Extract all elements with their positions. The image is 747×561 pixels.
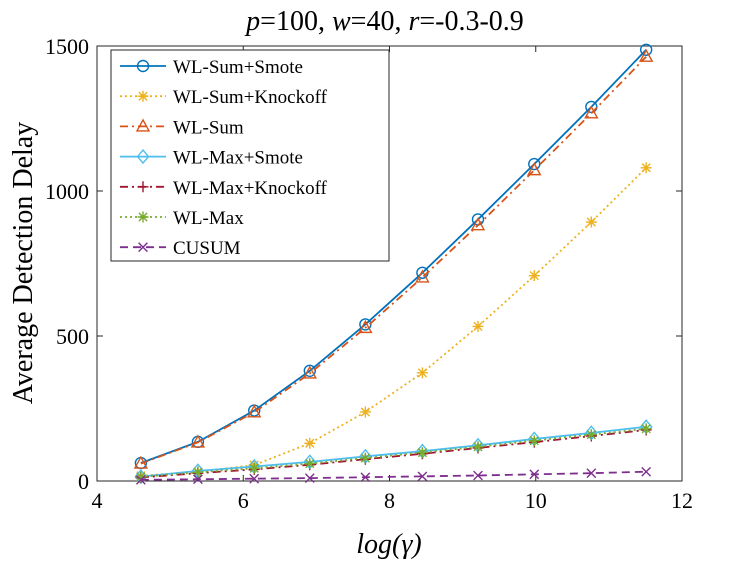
legend-label: WL-Max [173,208,244,229]
data-point-wl-max [192,466,204,478]
legend-marker [137,181,149,193]
series-wl-sum [133,48,654,469]
data-point-cusum [304,473,315,483]
title-value-r: =-0.3-0.9 [419,6,523,37]
x-tick-label: 6 [238,488,249,513]
data-point-wl-sum-knockoff [304,437,316,449]
title-var-p: p [244,6,260,37]
series-wl-max [135,423,652,483]
chart-title: p=100, w=40, r=-0.3-0.9 [244,6,524,37]
series-line-wl-max-knockoff [140,429,647,479]
x-tick-label: 10 [525,488,547,513]
legend-label: WL-Max+Knockoff [173,178,328,199]
title-var-r: r [408,6,419,37]
data-point-wl-max [416,447,428,459]
series-line-cusum [140,470,647,481]
data-point-cusum [360,472,371,483]
data-point-wl-sum-knockoff [472,320,484,332]
legend-box [110,49,390,262]
data-point-wl-sum-knockoff [416,367,428,379]
data-point-wl-max [359,452,371,464]
data-point-cusum [193,474,203,485]
x-tick-label: 12 [671,488,693,513]
data-point-wl-sum [527,162,542,176]
legend-label: WL-Sum+Smote [173,57,303,78]
data-point-wl-sum [638,48,654,62]
legend-marker [136,59,150,73]
y-axis-label: Average Detection Delay [8,122,39,404]
x-tick-label: 4 [92,488,103,513]
x-tick-label: 8 [384,488,395,513]
data-point-wl-sum-smote [528,157,541,171]
y-tick-label: 500 [56,324,89,349]
legend-entry-wl-sum-knockoff: WL-Sum+Knockoff [120,87,328,108]
legend-marker [135,118,151,132]
legend-entry-cusum: CUSUM [120,238,241,259]
data-point-wl-sum-smote [303,364,316,377]
y-tick-label: 0 [78,469,89,494]
data-point-cusum [586,468,597,479]
data-point-wl-max [585,429,597,441]
data-point-wl-sum [190,434,206,448]
legend-entry-wl-max-smote: WL-Max+Smote [120,148,303,169]
data-point-wl-max [304,458,316,470]
legend-label: WL-Sum+Knockoff [173,87,328,108]
data-point-wl-sum-knockoff [585,216,597,228]
legend-marker [136,149,150,165]
data-point-cusum [417,471,428,482]
series-line-wl-sum-smote [140,49,647,464]
data-point-wl-sum-smote [359,318,372,331]
series-line-wl-sum [140,56,647,465]
data-point-cusum [529,469,540,480]
data-point-wl-max-smote [134,469,148,485]
legend-marker [137,90,149,102]
legend-entry-wl-max-knockoff: WL-Max+Knockoff [120,178,328,199]
data-point-wl-max [248,462,260,474]
data-point-wl-sum-knockoff [640,162,652,174]
legend-entry-wl-sum-smote: WL-Sum+Smote [120,57,303,78]
data-point-wl-max [528,435,540,447]
data-series [133,43,654,485]
data-point-wl-sum-smote [639,43,653,56]
series-line-wl-max [140,427,647,478]
title-var-w: w [332,6,351,37]
legend-label: WL-Sum [173,117,244,138]
data-point-wl-sum-knockoff [359,406,371,418]
data-point-cusum [249,473,260,484]
data-point-wl-max [640,423,652,435]
data-point-wl-sum [470,217,486,231]
data-point-wl-max [472,441,484,453]
legend-entry-wl-max: WL-Max [120,208,244,229]
legend-entry-wl-sum: WL-Sum [120,117,244,138]
x-axis-label: log(γ) [356,529,421,560]
title-value-w: =40, [351,6,409,37]
legend-marker [138,242,148,253]
data-point-wl-sum [133,455,149,469]
legend: WL-Sum+Smote WL-Sum+Knockoff WL-Sum WL-Max+… [120,57,328,259]
axis-ticks: 4 6 8 10 12 0 500 1000 1500 [45,34,693,513]
y-tick-label: 1000 [45,179,89,204]
data-point-wl-sum [247,404,262,418]
legend-marker [137,211,149,223]
data-point-wl-sum [302,365,317,379]
series-cusum [135,466,652,485]
data-point-wl-sum-knockoff [528,270,540,282]
data-point-wl-sum [584,105,599,119]
data-point-cusum [473,470,483,481]
legend-label: WL-Max+Smote [173,148,303,169]
data-point-cusum [641,466,652,477]
series-line-wl-max-smote [140,425,647,478]
legend-label: CUSUM [173,238,241,259]
data-point-wl-max [135,471,147,483]
title-value-p: =100, [260,6,332,37]
y-tick-label: 1500 [45,34,89,59]
data-point-wl-sum [358,319,373,334]
data-point-cusum [135,474,146,485]
data-point-wl-sum [415,269,430,283]
